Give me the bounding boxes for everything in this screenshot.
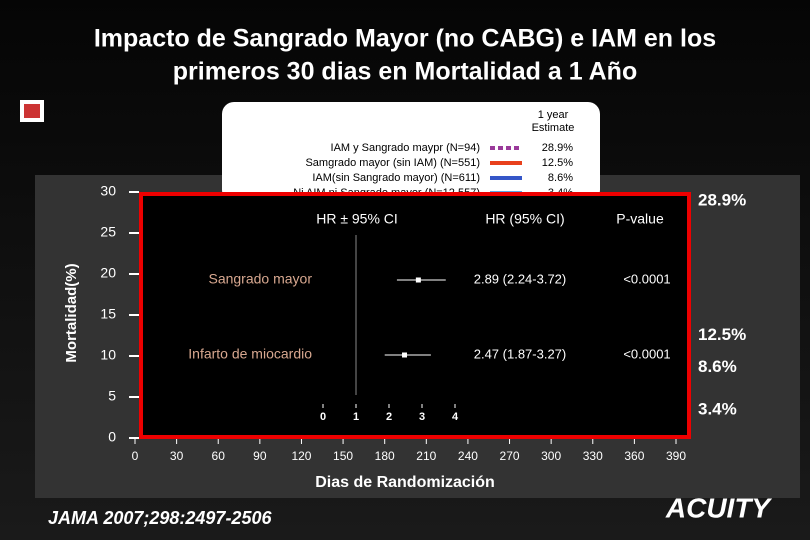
- hr-point: [402, 352, 408, 358]
- x-tick-label: 390: [666, 449, 686, 463]
- end-label: 28.9%: [698, 191, 746, 210]
- end-label: 3.4%: [698, 400, 737, 419]
- forest-tick-label: 3: [419, 411, 425, 423]
- legend-title: 1 year: [538, 109, 569, 121]
- legend-estimate: 12.5%: [542, 157, 573, 169]
- forest-tick-label: 1: [353, 411, 359, 423]
- x-tick-label: 0: [132, 449, 139, 463]
- y-tick-label: 10: [100, 347, 116, 363]
- x-tick-label: 210: [416, 449, 436, 463]
- x-tick-label: 120: [291, 449, 311, 463]
- end-label: 12.5%: [698, 325, 746, 344]
- hr-point: [415, 277, 421, 283]
- forest-header: HR ± 95% CI: [316, 211, 398, 227]
- title: Impacto de Sangrado Mayor (no CABG) e IA…: [94, 25, 716, 53]
- legend-estimate: 28.9%: [542, 142, 573, 154]
- y-tick-label: 20: [100, 265, 116, 281]
- x-tick-label: 150: [333, 449, 353, 463]
- source: JAMA 2007;298:2497-2506: [48, 508, 272, 528]
- legend-label: IAM(sin Sangrado mayor) (N=611): [312, 172, 480, 184]
- x-tick-label: 60: [212, 449, 226, 463]
- x-tick-label: 240: [458, 449, 478, 463]
- x-tick-label: 30: [170, 449, 184, 463]
- logo-mark: [24, 104, 40, 118]
- x-tick-label: 90: [253, 449, 267, 463]
- y-tick-label: 0: [108, 429, 116, 445]
- x-tick-label: 270: [500, 449, 520, 463]
- end-label: 8.6%: [698, 357, 737, 376]
- y-tick-label: 15: [100, 306, 116, 322]
- forest-panel: [139, 192, 691, 439]
- row-label: Sangrado mayor: [208, 271, 312, 287]
- p-value: <0.0001: [623, 271, 670, 286]
- legend-label: Samgrado mayor (sin IAM) (N=551): [305, 157, 480, 169]
- forest-tick-label: 2: [386, 411, 392, 423]
- legend-estimate: 8.6%: [548, 172, 573, 184]
- hr-label: 2.47 (1.87-3.27): [474, 346, 567, 361]
- y-axis-label: Mortalidad(%): [63, 263, 80, 362]
- forest-header: HR (95% CI): [485, 211, 564, 227]
- hr-label: 2.89 (2.24-3.72): [474, 271, 567, 286]
- x-tick-label: 300: [541, 449, 561, 463]
- row-label: Infarto de miocardio: [188, 346, 312, 362]
- y-tick-label: 30: [100, 183, 116, 199]
- y-tick-label: 25: [100, 224, 116, 240]
- forest-header: P-value: [616, 211, 664, 227]
- brand-logo: ACUITY: [665, 492, 773, 523]
- x-tick-label: 360: [624, 449, 644, 463]
- forest-tick-label: 4: [452, 411, 459, 423]
- legend-label: IAM y Sangrado maypr (N=94): [331, 142, 480, 154]
- x-tick-label: 330: [583, 449, 603, 463]
- p-value: <0.0001: [623, 346, 670, 361]
- legend-title: Estimate: [532, 122, 575, 134]
- title: primeros 30 dias en Mortalidad a 1 Año: [173, 58, 637, 86]
- y-tick-label: 5: [108, 388, 116, 404]
- forest-tick-label: 0: [320, 411, 326, 423]
- x-tick-label: 180: [375, 449, 395, 463]
- x-axis-label: Dias de Randomización: [315, 474, 495, 491]
